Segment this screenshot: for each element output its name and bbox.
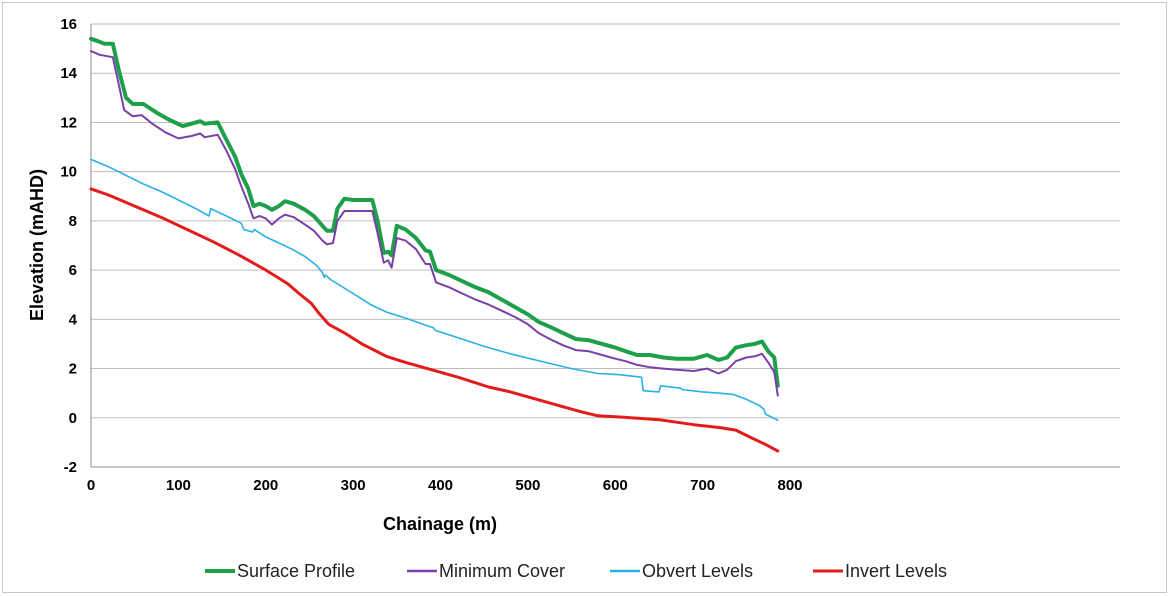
x-tick-label: 800 (777, 477, 802, 494)
y-tick-label: 2 (69, 361, 77, 378)
y-tick-label: 8 (69, 213, 77, 230)
x-tick-label: 100 (166, 477, 191, 494)
legend-item-invert-levels: Invert Levels (813, 561, 947, 581)
x-tick-label: 400 (428, 477, 453, 494)
x-tick-label: 0 (87, 477, 95, 494)
y-tick-label: -2 (64, 459, 77, 476)
y-tick-label: 10 (60, 164, 77, 181)
x-tick-labels: 0 100 200 300 400 500 600 700 800 (87, 477, 803, 494)
x-tick-label: 300 (341, 477, 366, 494)
x-tick-label: 200 (253, 477, 278, 494)
y-tick-label: 12 (60, 114, 77, 131)
x-tick-label: 600 (603, 477, 628, 494)
series-lines (89, 36, 780, 453)
y-tick-label: 0 (69, 410, 77, 427)
y-tick-label: 14 (60, 65, 77, 82)
legend-item-obvert-levels: Obvert Levels (610, 561, 753, 581)
series-line-surface-profile (89, 36, 780, 388)
x-tick-label: 500 (515, 477, 540, 494)
legend-label: Obvert Levels (642, 561, 753, 581)
axes (90, 24, 1120, 468)
gridlines (91, 23, 1120, 419)
y-axis-title: Elevation (mAHD) (27, 169, 47, 321)
legend-label: Minimum Cover (439, 561, 565, 581)
legend-label: Invert Levels (845, 561, 947, 581)
legend-item-minimum-cover: Minimum Cover (407, 561, 565, 581)
series-line-minimum-cover (90, 50, 779, 397)
series-line-invert-levels (89, 187, 780, 453)
series-line-obvert-levels (90, 158, 779, 421)
x-axis-title: Chainage (m) (383, 514, 497, 534)
y-tick-label: 6 (69, 262, 77, 279)
legend-label: Surface Profile (237, 561, 355, 581)
y-tick-labels: -2 0 2 4 6 8 10 12 14 16 (60, 16, 77, 476)
legend: Surface Profile Minimum Cover Obvert Level… (205, 561, 947, 581)
legend-item-surface-profile: Surface Profile (205, 561, 355, 581)
y-tick-label: 4 (69, 311, 78, 328)
y-tick-label: 16 (60, 16, 77, 33)
x-tick-label: 700 (690, 477, 715, 494)
